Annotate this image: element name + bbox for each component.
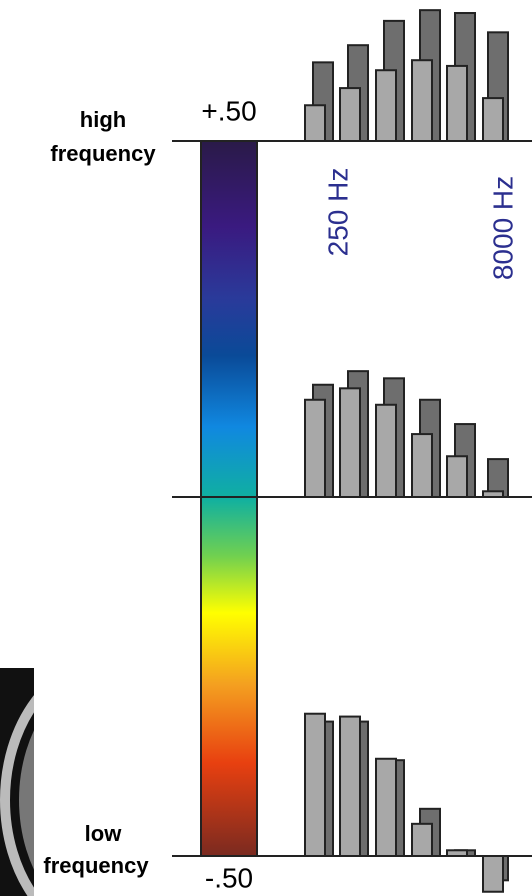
top-label: high [80, 107, 126, 132]
bar [340, 717, 360, 856]
bottom-label: low [85, 821, 123, 846]
x-label: 8000 Hz [487, 176, 518, 280]
bar [305, 400, 325, 497]
bar [412, 824, 432, 856]
bar [340, 88, 360, 141]
bar [447, 850, 467, 856]
page: {"chart_data": {"type": "bar", "top_labe… [0, 0, 532, 896]
bar [376, 405, 396, 497]
bar [483, 98, 503, 141]
bar [305, 714, 325, 856]
bar [376, 70, 396, 141]
figure: high frequency low frequency 250 Hz 8000… [0, 0, 532, 896]
bar [447, 66, 467, 141]
bar [376, 759, 396, 856]
bar [340, 388, 360, 497]
top-label: frequency [50, 141, 156, 166]
bar [412, 60, 432, 141]
bar [483, 491, 503, 497]
bar [305, 105, 325, 141]
bar [447, 456, 467, 497]
y-tick-label: -.50 [205, 862, 253, 893]
x-label: 250 Hz [322, 168, 353, 257]
bar [412, 434, 432, 497]
y-tick-label: +.50 [201, 95, 256, 126]
bottom-label: frequency [43, 853, 149, 878]
bar [483, 856, 503, 892]
colorbar [201, 141, 257, 856]
